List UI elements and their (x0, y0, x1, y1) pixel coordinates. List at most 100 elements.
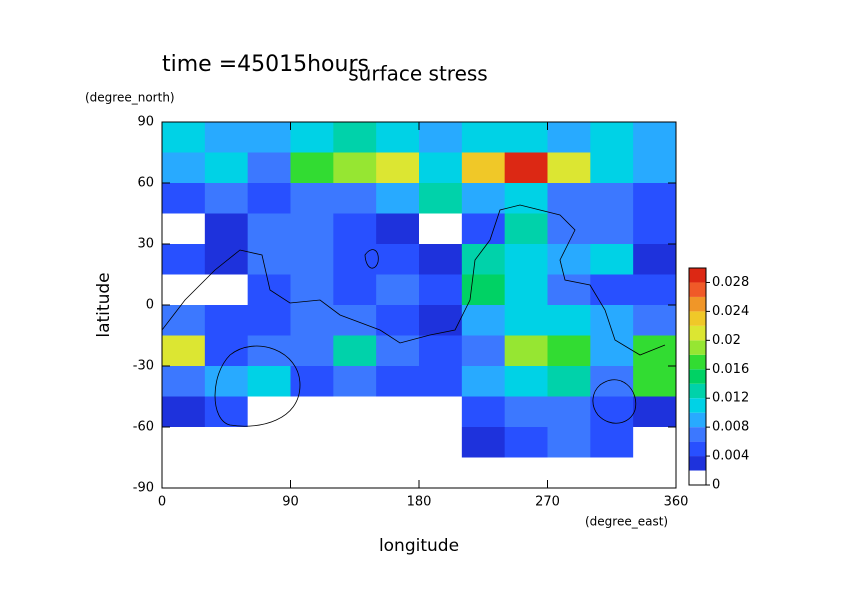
cell (419, 305, 463, 336)
cell (290, 305, 334, 336)
cell (376, 274, 420, 306)
cell (590, 366, 634, 397)
cell (504, 274, 548, 306)
colorbar-tick-label: 0.008 (712, 420, 749, 435)
colorbar-tick-label: 0 (712, 478, 720, 493)
coastline (161, 204, 666, 356)
cell (333, 213, 377, 245)
cell (376, 427, 420, 458)
cell (204, 213, 249, 245)
x-tick-label: 180 (407, 495, 432, 510)
cell (419, 274, 463, 306)
cell (247, 305, 291, 336)
colorbar-box (689, 268, 706, 283)
cell (162, 457, 206, 489)
cell (504, 366, 548, 397)
cell (247, 213, 291, 245)
coastline (214, 345, 301, 427)
cell (633, 427, 677, 458)
cell (376, 457, 420, 489)
cell (461, 457, 506, 489)
cell (247, 244, 291, 275)
cell (376, 305, 420, 336)
coastline (364, 249, 379, 269)
cell (333, 396, 377, 428)
cell (162, 305, 206, 336)
cell (633, 396, 677, 428)
cell (633, 152, 677, 184)
cell (290, 396, 334, 428)
colorbar-box (689, 441, 706, 457)
cell (162, 335, 206, 367)
cell (590, 396, 634, 428)
colorbar-box (689, 456, 706, 471)
cell (461, 274, 506, 306)
axes: 0 90 180 270 360 -90 -60 -30 0 30 60 90 (133, 115, 689, 510)
cell (547, 335, 591, 367)
y-tick-label: 60 (137, 176, 154, 191)
colorbar-box (689, 325, 706, 341)
cell (504, 244, 548, 275)
cell (590, 427, 634, 458)
cell (504, 427, 548, 458)
cell (633, 244, 677, 275)
cell (504, 183, 548, 214)
cell (162, 244, 206, 275)
y-tick-label: 0 (146, 298, 154, 313)
cell (333, 457, 377, 489)
cell (333, 274, 377, 306)
coastline (592, 379, 637, 424)
cell (590, 457, 634, 489)
cell (633, 366, 677, 397)
cell (419, 396, 463, 428)
cell (633, 335, 677, 367)
colorbar-tick-label: 0.004 (712, 449, 749, 464)
cell (290, 427, 334, 458)
colorbar-box (689, 296, 706, 312)
cell (376, 122, 420, 153)
cell (247, 335, 291, 367)
cell (247, 183, 291, 214)
y-axis-label: latitude (94, 272, 114, 337)
cell (204, 152, 249, 184)
cell (204, 457, 249, 489)
cell (204, 122, 249, 153)
colorbar-tick-label: 0.024 (712, 304, 749, 319)
colorbar-box (689, 340, 706, 355)
cell (247, 366, 291, 397)
cell (333, 244, 377, 275)
cell (247, 274, 291, 306)
cell (333, 366, 377, 397)
cell (290, 183, 334, 214)
cell (290, 244, 334, 275)
colorbar-box (689, 427, 706, 442)
cell (333, 122, 377, 153)
cell (333, 427, 377, 458)
cell (333, 152, 377, 184)
cell (376, 183, 420, 214)
field (162, 122, 677, 489)
x-axis-label: longitude (379, 536, 459, 556)
cell (461, 366, 506, 397)
colorbar-box (689, 282, 706, 297)
cell (290, 152, 334, 184)
cell (504, 213, 548, 245)
cell (419, 335, 463, 367)
colorbar-box (689, 398, 706, 413)
cell (290, 122, 334, 153)
x-tick-label: 90 (282, 495, 299, 510)
cell (461, 122, 506, 153)
cell (504, 122, 548, 153)
cell (376, 213, 420, 245)
cell (419, 366, 463, 397)
cell (162, 152, 206, 184)
cell (162, 396, 206, 428)
x-tick-label: 360 (664, 495, 689, 510)
cell (247, 427, 291, 458)
cell (419, 213, 463, 245)
cell (461, 396, 506, 428)
cell (547, 427, 591, 458)
cell (290, 457, 334, 489)
cell (376, 366, 420, 397)
cell (504, 457, 548, 489)
